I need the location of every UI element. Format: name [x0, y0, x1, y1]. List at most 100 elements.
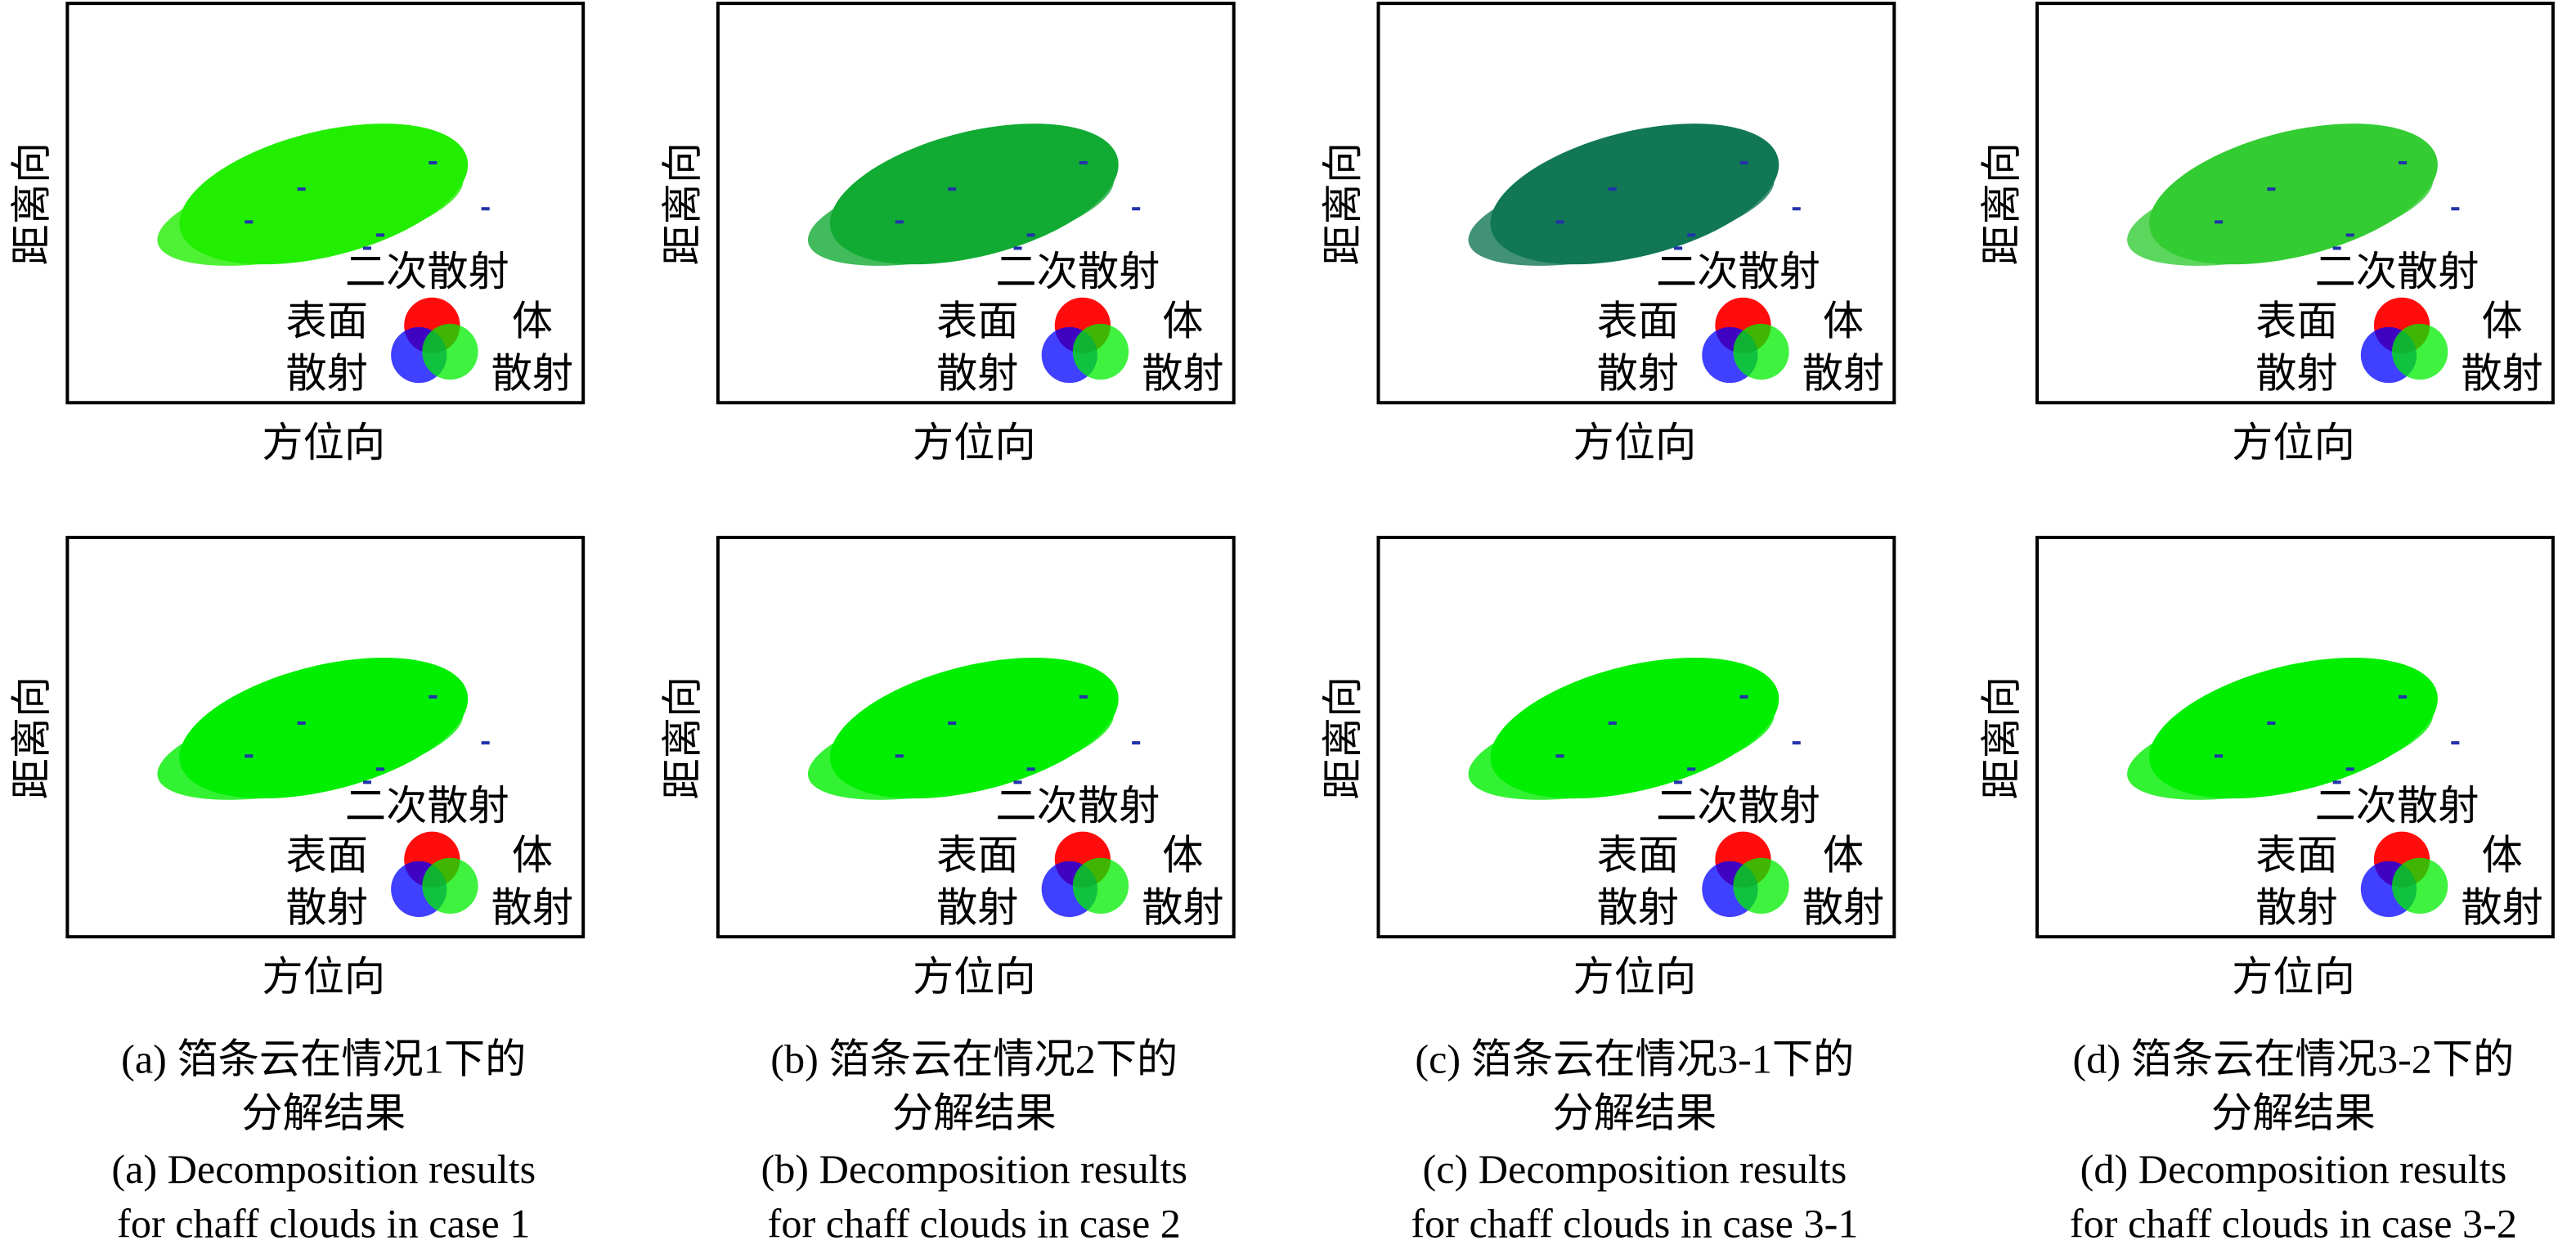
x-axis-label: 方位向: [913, 954, 1036, 1000]
caption-en: (b) Decomposition results: [761, 1146, 1187, 1192]
speckle: [1792, 207, 1801, 211]
legend-label: 散射: [2255, 351, 2337, 397]
legend-label: 散射: [936, 351, 1018, 397]
speckle: [1079, 160, 1088, 164]
legend-label: 散射: [1802, 885, 1884, 931]
legend-green: [1733, 857, 1789, 915]
speckle: [1026, 233, 1035, 237]
legend-label: 散射: [491, 885, 573, 931]
chaff-cloud-edge: [807, 689, 1115, 800]
speckle: [2215, 754, 2224, 758]
legend-label: 二次散射: [1656, 249, 1820, 294]
legend-label: 二次散射: [1656, 783, 1820, 829]
x-axis-label: 方位向: [1573, 954, 1697, 1000]
legend-label: 散射: [1142, 885, 1223, 931]
legend-label: 散射: [1802, 351, 1884, 397]
legend-label: 表面: [2255, 298, 2337, 344]
legend-label: 体: [512, 832, 553, 878]
legend-label: 表面: [936, 832, 1018, 878]
speckle: [948, 187, 957, 191]
legend-label: 体: [512, 298, 553, 344]
x-axis-label: 方位向: [2232, 954, 2355, 1000]
legend-label: 表面: [2255, 832, 2337, 878]
legend-green: [1733, 323, 1789, 380]
legend-label: 二次散射: [995, 249, 1160, 294]
legend-label: 二次散射: [2315, 249, 2480, 294]
x-axis-label: 方位向: [1573, 420, 1697, 465]
speckle: [2399, 160, 2408, 164]
caption-en: for chaff clouds in case 1: [117, 1200, 530, 1246]
caption-en: (a) Decomposition results: [111, 1146, 536, 1192]
chaff-cloud-edge: [1468, 689, 1775, 800]
speckle: [1555, 754, 1564, 758]
caption-en: (d) Decomposition results: [2080, 1146, 2507, 1192]
legend-label: 散射: [2461, 885, 2542, 931]
speckle: [429, 160, 438, 164]
speckle: [376, 767, 385, 771]
caption-en: for chaff clouds in case 3-1: [1411, 1200, 1858, 1246]
speckle: [895, 754, 904, 758]
speckle: [948, 721, 957, 726]
legend-label: 散射: [1597, 885, 1679, 931]
speckle: [2267, 721, 2276, 726]
chaff-cloud-edge: [2127, 689, 2434, 800]
legend-green: [2392, 323, 2448, 380]
legend-label: 体: [1823, 298, 1864, 344]
legend-label: 散射: [936, 885, 1018, 931]
legend-green: [1072, 857, 1129, 915]
y-axis-label: 距离向: [1320, 142, 1366, 266]
image-frame: [65, 536, 586, 939]
legend-label: 表面: [936, 298, 1018, 344]
chaff-cloud-edge: [807, 155, 1115, 266]
legend-label: 表面: [286, 298, 368, 344]
caption-zh: 分解结果: [1552, 1090, 1717, 1136]
legend-label: 体: [1162, 832, 1203, 878]
speckle: [1792, 741, 1801, 745]
legend-label: 表面: [286, 832, 368, 878]
speckle: [2451, 207, 2460, 211]
speckle: [2345, 767, 2354, 771]
speckle: [2451, 741, 2460, 745]
speckle: [2399, 694, 2408, 699]
speckle: [1079, 694, 1088, 699]
speckle: [376, 233, 385, 237]
legend-green: [2392, 857, 2448, 915]
caption-zh: (b) 箔条云在情况2下的: [770, 1036, 1178, 1081]
speckle: [1555, 220, 1564, 224]
speckle: [1132, 207, 1141, 211]
y-axis-label: 距离向: [1978, 142, 2024, 266]
chaff-cloud-edge: [2127, 155, 2434, 266]
speckle: [481, 741, 490, 745]
caption-en: for chaff clouds in case 2: [768, 1200, 1181, 1246]
speckle: [362, 780, 372, 784]
y-axis-label: 距离向: [659, 142, 705, 266]
legend-label: 体: [2481, 832, 2522, 878]
speckle: [1013, 246, 1022, 250]
x-axis-label: 方位向: [262, 420, 385, 465]
legend-label: 散射: [1142, 351, 1223, 397]
y-axis-label: 距离向: [659, 676, 705, 800]
speckle: [1674, 780, 1683, 784]
speckle: [1674, 246, 1683, 250]
caption-zh: 分解结果: [241, 1090, 406, 1136]
legend-label: 散射: [1597, 351, 1679, 397]
speckle: [1026, 767, 1035, 771]
legend-label: 散射: [491, 351, 573, 397]
chaff-cloud-edge: [157, 689, 464, 800]
caption-zh: 分解结果: [2211, 1090, 2376, 1136]
speckle: [1739, 694, 1748, 699]
speckle: [1687, 767, 1696, 771]
legend-label: 散射: [2255, 885, 2337, 931]
legend-green: [422, 323, 478, 380]
legend-label: 散射: [2461, 351, 2542, 397]
speckle: [2332, 246, 2341, 250]
speckle: [297, 187, 306, 191]
y-axis-label: 距离向: [9, 676, 55, 800]
